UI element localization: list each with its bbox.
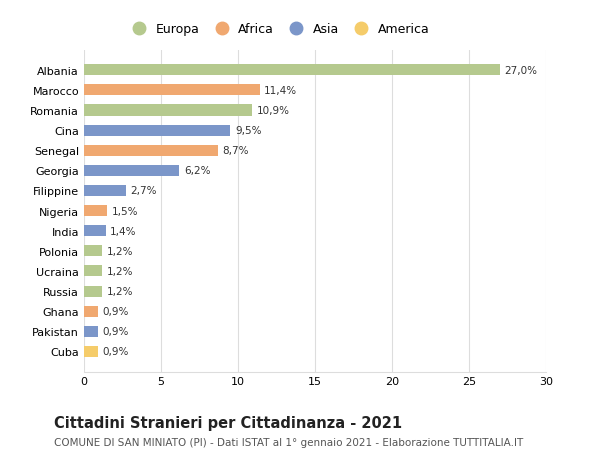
Bar bbox=[84, 65, 500, 76]
Text: 8,7%: 8,7% bbox=[223, 146, 249, 156]
Bar bbox=[84, 165, 179, 177]
Bar bbox=[84, 346, 98, 357]
Text: 2,7%: 2,7% bbox=[130, 186, 157, 196]
Bar bbox=[84, 206, 107, 217]
Text: 0,9%: 0,9% bbox=[103, 347, 129, 357]
Text: 1,2%: 1,2% bbox=[107, 246, 134, 256]
Bar bbox=[84, 246, 103, 257]
Bar bbox=[84, 266, 103, 277]
Text: COMUNE DI SAN MINIATO (PI) - Dati ISTAT al 1° gennaio 2021 - Elaborazione TUTTIT: COMUNE DI SAN MINIATO (PI) - Dati ISTAT … bbox=[54, 437, 523, 447]
Bar bbox=[84, 226, 106, 237]
Bar bbox=[84, 185, 125, 196]
Text: 1,2%: 1,2% bbox=[107, 266, 134, 276]
Text: 1,2%: 1,2% bbox=[107, 286, 134, 297]
Text: 0,9%: 0,9% bbox=[103, 327, 129, 336]
Bar bbox=[84, 306, 98, 317]
Text: 1,4%: 1,4% bbox=[110, 226, 137, 236]
Text: 27,0%: 27,0% bbox=[505, 66, 538, 76]
Text: Cittadini Stranieri per Cittadinanza - 2021: Cittadini Stranieri per Cittadinanza - 2… bbox=[54, 415, 402, 431]
Text: 6,2%: 6,2% bbox=[184, 166, 211, 176]
Text: 9,5%: 9,5% bbox=[235, 126, 262, 136]
Bar bbox=[84, 326, 98, 337]
Text: 1,5%: 1,5% bbox=[112, 206, 138, 216]
Bar bbox=[84, 85, 260, 96]
Text: 10,9%: 10,9% bbox=[256, 106, 289, 116]
Bar bbox=[84, 286, 103, 297]
Text: 0,9%: 0,9% bbox=[103, 307, 129, 317]
Text: 11,4%: 11,4% bbox=[264, 86, 298, 95]
Bar bbox=[84, 146, 218, 157]
Bar bbox=[84, 105, 252, 116]
Bar bbox=[84, 125, 230, 136]
Legend: Europa, Africa, Asia, America: Europa, Africa, Asia, America bbox=[122, 18, 434, 41]
